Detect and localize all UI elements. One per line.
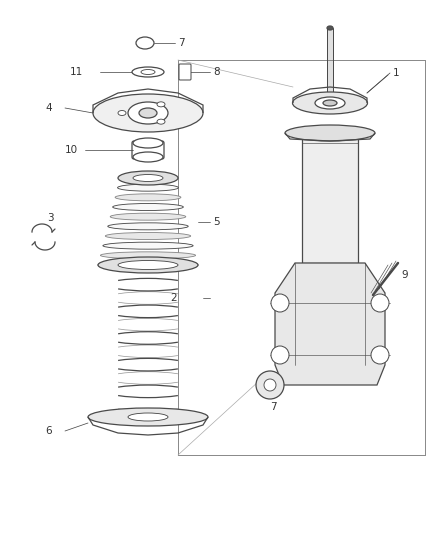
Ellipse shape (136, 37, 154, 49)
Ellipse shape (110, 213, 186, 220)
Circle shape (371, 346, 389, 364)
Circle shape (271, 294, 289, 312)
FancyBboxPatch shape (132, 141, 164, 159)
Ellipse shape (285, 125, 375, 141)
Text: 4: 4 (45, 103, 52, 113)
Circle shape (264, 379, 276, 391)
Text: 5: 5 (213, 217, 219, 227)
Ellipse shape (98, 257, 198, 273)
Ellipse shape (133, 138, 163, 148)
Ellipse shape (139, 108, 157, 118)
Text: 7: 7 (270, 402, 276, 412)
Ellipse shape (323, 100, 337, 106)
FancyBboxPatch shape (179, 64, 191, 80)
Ellipse shape (117, 184, 178, 191)
Text: 2: 2 (170, 293, 177, 303)
FancyBboxPatch shape (327, 28, 333, 98)
Circle shape (256, 371, 284, 399)
Text: 6: 6 (45, 426, 52, 436)
Text: 11: 11 (70, 67, 83, 77)
Ellipse shape (132, 67, 164, 77)
Circle shape (371, 294, 389, 312)
Ellipse shape (133, 174, 163, 182)
Ellipse shape (120, 174, 176, 182)
Circle shape (271, 346, 289, 364)
Text: 3: 3 (47, 213, 53, 223)
Text: 9: 9 (401, 270, 408, 280)
Ellipse shape (141, 69, 155, 75)
Ellipse shape (93, 94, 203, 132)
Ellipse shape (118, 171, 178, 185)
Ellipse shape (103, 242, 193, 249)
Ellipse shape (128, 413, 168, 421)
Ellipse shape (157, 119, 165, 124)
Text: 1: 1 (393, 68, 399, 78)
Text: 10: 10 (65, 145, 78, 155)
Ellipse shape (133, 152, 163, 162)
Ellipse shape (315, 97, 345, 109)
Ellipse shape (157, 102, 165, 107)
Ellipse shape (115, 194, 181, 201)
Text: 8: 8 (213, 67, 219, 77)
Ellipse shape (88, 408, 208, 426)
Ellipse shape (118, 261, 178, 270)
Ellipse shape (113, 204, 184, 211)
Text: 7: 7 (178, 38, 185, 48)
Ellipse shape (108, 223, 188, 230)
Ellipse shape (327, 26, 333, 30)
Polygon shape (275, 263, 385, 385)
Ellipse shape (98, 262, 198, 269)
Ellipse shape (118, 110, 126, 116)
FancyBboxPatch shape (302, 137, 358, 263)
Ellipse shape (128, 102, 168, 124)
Ellipse shape (100, 252, 195, 259)
Ellipse shape (293, 92, 367, 114)
Ellipse shape (105, 232, 191, 239)
